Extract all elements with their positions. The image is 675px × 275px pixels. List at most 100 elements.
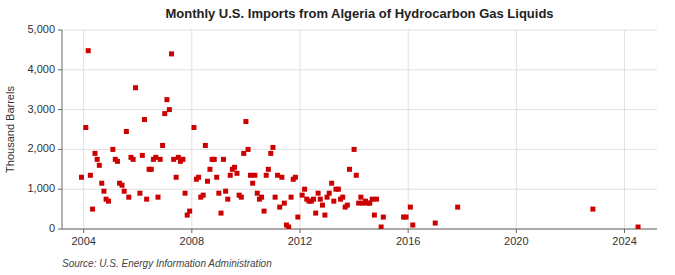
point [381, 215, 386, 220]
point [356, 201, 361, 206]
point [162, 111, 167, 116]
point [300, 193, 305, 198]
point [83, 125, 88, 130]
point [214, 175, 219, 180]
point [318, 197, 323, 202]
point [455, 205, 460, 210]
x-tick [408, 229, 409, 233]
x-tick-label: 2012 [288, 235, 312, 247]
point [250, 181, 255, 186]
point [110, 147, 115, 152]
point [191, 125, 196, 130]
point [379, 225, 384, 229]
point [404, 215, 409, 220]
y-tick [58, 109, 62, 110]
point [205, 179, 210, 184]
point [219, 211, 224, 216]
point [410, 223, 415, 228]
point [122, 189, 127, 194]
point [313, 211, 318, 216]
point [345, 203, 350, 208]
point [354, 173, 359, 178]
point [232, 165, 237, 170]
point [270, 145, 275, 150]
point [255, 191, 260, 196]
point [433, 221, 438, 226]
point [180, 157, 185, 162]
point [340, 195, 345, 200]
point [101, 189, 106, 194]
point [124, 129, 129, 134]
point [207, 167, 212, 172]
point [268, 151, 273, 156]
source-note: Source: U.S. Energy Information Administ… [62, 258, 272, 269]
y-axis-line [62, 30, 63, 229]
point [264, 173, 269, 178]
x-grid-line [300, 30, 301, 229]
points [79, 48, 641, 229]
point [144, 197, 149, 202]
point [212, 157, 217, 162]
point [302, 187, 307, 192]
point [374, 197, 379, 202]
point [140, 153, 145, 158]
x-axis-line [62, 229, 657, 230]
point [243, 119, 248, 124]
x-tick [516, 229, 517, 233]
point [183, 191, 188, 196]
point [320, 203, 325, 208]
y-tick-label: 1,000 [27, 182, 55, 194]
point [248, 173, 253, 178]
point [153, 155, 158, 160]
y-axis-label: Thousand Barrels [4, 86, 16, 173]
y-tick [58, 229, 62, 230]
x-tick [191, 229, 192, 233]
point [160, 143, 165, 148]
point [88, 173, 93, 178]
x-grid-line [408, 30, 409, 229]
point [322, 213, 327, 218]
point [289, 195, 294, 200]
point [408, 205, 413, 210]
point [174, 175, 179, 180]
point [293, 175, 298, 180]
point [273, 195, 278, 200]
point [90, 207, 95, 212]
point [203, 143, 208, 148]
y-tick-label: 0 [49, 222, 55, 234]
point [275, 173, 280, 178]
point [131, 157, 136, 162]
y-tick [58, 30, 62, 31]
x-tick-label: 2016 [396, 235, 420, 247]
point [331, 199, 336, 204]
y-tick-label: 5,000 [27, 23, 55, 35]
y-tick-label: 4,000 [27, 63, 55, 75]
point [99, 181, 104, 186]
point [311, 197, 316, 202]
point [187, 209, 192, 214]
point [156, 195, 161, 200]
point [92, 151, 97, 156]
x-grid-line [516, 30, 517, 229]
point [239, 195, 244, 200]
y-tick [58, 69, 62, 70]
x-tick-label: 2004 [71, 235, 95, 247]
point [282, 201, 287, 206]
y-grid-line [62, 30, 657, 31]
y-tick-label: 3,000 [27, 103, 55, 115]
y-tick [58, 149, 62, 150]
x-tick-label: 2020 [504, 235, 528, 247]
chart: 01,0002,0003,0004,0005,00020042008201220… [0, 0, 675, 275]
point [277, 205, 282, 210]
point [133, 85, 138, 90]
point [347, 167, 352, 172]
point [358, 195, 363, 200]
x-tick-label: 2008 [180, 235, 204, 247]
point [228, 173, 233, 178]
point [370, 197, 375, 202]
point [115, 159, 120, 164]
point [590, 207, 595, 212]
x-tick [300, 229, 301, 233]
point [167, 107, 172, 112]
point [95, 157, 100, 162]
